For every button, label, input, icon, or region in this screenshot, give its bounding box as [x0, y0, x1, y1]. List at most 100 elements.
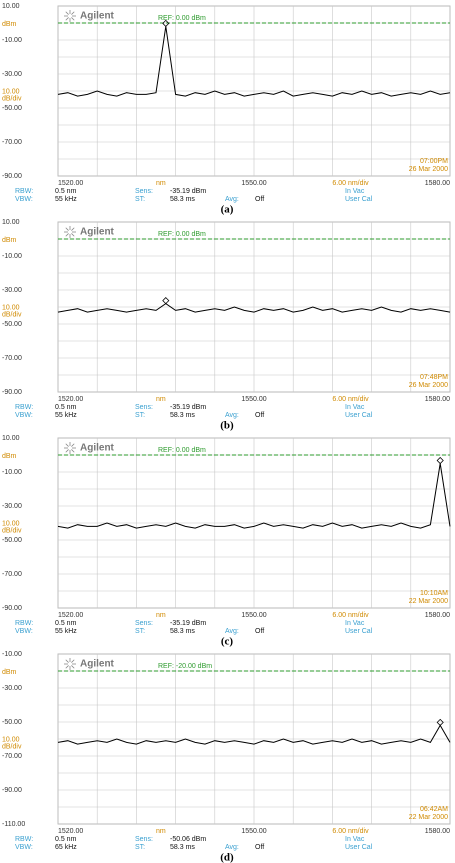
caption: (b) — [220, 420, 234, 432]
date-stamp: 22 Mar 2000 — [409, 598, 448, 605]
info-value: 55 kHz — [55, 628, 77, 635]
caption: (a) — [221, 204, 234, 216]
peak-marker — [436, 456, 444, 465]
x-tick-label: 1580.00 — [425, 180, 450, 187]
date-stamp: 22 Mar 2000 — [409, 814, 448, 821]
info-value: Off — [255, 196, 264, 203]
y-tick-label: -30.00 — [2, 71, 22, 78]
info-label: User Cal — [345, 196, 373, 203]
brand: Agilent — [80, 227, 115, 238]
panel: 10.00 -10.00 -30.00 -50.00 -70.00 -90.00 1520.… — [2, 3, 451, 216]
info-label: Avg: — [225, 196, 239, 203]
info-label: ST: — [135, 628, 145, 635]
x-tick-label: 1550.00 — [241, 180, 266, 187]
x-tick-label: 1550.00 — [241, 612, 266, 619]
info-label: RBW: — [15, 404, 33, 411]
y-tick-label: -90.00 — [2, 605, 22, 612]
info-label: ST: — [135, 412, 145, 419]
unit-label: dBm — [2, 21, 17, 28]
logo-ray — [65, 443, 69, 447]
info-label: ST: — [135, 844, 145, 851]
info-label: RBW: — [15, 836, 33, 843]
panel: -10.00 -30.00 -50.00 -70.00 -90.00 -110.00 152… — [2, 651, 451, 863]
y-tick-label: -110.00 — [2, 821, 25, 828]
info-value: 0.5 nm — [55, 836, 77, 843]
trace — [57, 724, 451, 745]
logo-ray — [71, 17, 75, 21]
trace — [57, 26, 451, 97]
info-label: Sens: — [135, 836, 153, 843]
x-tick-label: 1520.00 — [58, 828, 83, 835]
panel: 10.00 -10.00 -30.00 -50.00 -70.00 -90.00 1520.… — [2, 435, 451, 648]
y-tick-label: -90.00 — [2, 787, 22, 794]
info-label: Avg: — [225, 844, 239, 851]
peak-marker — [436, 718, 444, 726]
scale-unit: dB/div — [2, 527, 22, 534]
info-label: RBW: — [15, 620, 33, 627]
info-value: Off — [255, 844, 264, 851]
unit-label: dBm — [2, 453, 17, 460]
y-tick-label: -70.00 — [2, 753, 22, 760]
x-tick-label: 1550.00 — [241, 396, 266, 403]
unit-label: dBm — [2, 237, 17, 244]
peak-marker — [162, 19, 170, 27]
reference-label: REF: 0.00 dBm — [158, 447, 206, 454]
x-tick-label: 1520.00 — [58, 180, 83, 187]
x-scale: 6.00 nm/div — [332, 828, 369, 835]
logo-ray — [71, 233, 75, 237]
logo-ray — [71, 11, 75, 15]
info-value: Off — [255, 628, 264, 635]
info-label: In Vac — [345, 836, 365, 843]
x-unit: nm — [156, 828, 166, 835]
info-value: 0.5 nm — [55, 620, 77, 627]
info-value: 58.3 ms — [170, 628, 195, 635]
logo-ray — [65, 659, 69, 663]
x-scale: 6.00 nm/div — [332, 396, 369, 403]
logo-ray — [71, 449, 75, 453]
trace — [57, 463, 451, 529]
brand: Agilent — [80, 659, 115, 670]
y-tick-label: -10.00 — [2, 37, 22, 44]
scale-unit: dB/div — [2, 311, 22, 318]
caption: (d) — [220, 852, 234, 863]
y-tick-label: -50.00 — [2, 537, 22, 544]
info-value: -35.19 dBm — [170, 188, 206, 195]
x-tick-label: 1580.00 — [425, 612, 450, 619]
scale-unit: dB/div — [2, 95, 22, 102]
logo-ray — [71, 443, 75, 447]
info-label: Avg: — [225, 628, 239, 635]
y-tick-label: -70.00 — [2, 571, 22, 578]
reference-label: REF: 0.00 dBm — [158, 15, 206, 22]
info-value: 65 kHz — [55, 844, 77, 851]
y-tick-label: -70.00 — [2, 139, 22, 146]
info-value: 58.3 ms — [170, 196, 195, 203]
unit-label: dBm — [2, 669, 17, 676]
scale-unit: dB/div — [2, 743, 22, 750]
y-tick-label: -70.00 — [2, 355, 22, 362]
y-tick-label: -50.00 — [2, 105, 22, 112]
logo-ray — [65, 449, 69, 453]
info-label: VBW: — [15, 628, 33, 635]
logo-ray — [65, 233, 69, 237]
y-tick-label: -10.00 — [2, 469, 22, 476]
panel: 10.00 -10.00 -30.00 -50.00 -70.00 -90.00 1520.… — [2, 219, 451, 432]
info-label: User Cal — [345, 628, 373, 635]
x-tick-label: 1520.00 — [58, 612, 83, 619]
x-unit: nm — [156, 612, 166, 619]
y-tick-label: -50.00 — [2, 719, 22, 726]
info-label: In Vac — [345, 188, 365, 195]
x-unit: nm — [156, 396, 166, 403]
info-label: User Cal — [345, 412, 373, 419]
x-tick-label: 1580.00 — [425, 828, 450, 835]
info-value: 58.3 ms — [170, 844, 195, 851]
y-tick-label: -90.00 — [2, 173, 22, 180]
y-tick-label: -50.00 — [2, 321, 22, 328]
y-tick-label: -10.00 — [2, 253, 22, 260]
info-label: VBW: — [15, 412, 33, 419]
date-stamp: 26 Mar 2000 — [409, 382, 448, 389]
logo-ray — [65, 11, 69, 15]
y-tick-label: -90.00 — [2, 389, 22, 396]
brand: Agilent — [80, 443, 115, 454]
y-tick-label: -30.00 — [2, 685, 22, 692]
info-value: -50.06 dBm — [170, 836, 206, 843]
